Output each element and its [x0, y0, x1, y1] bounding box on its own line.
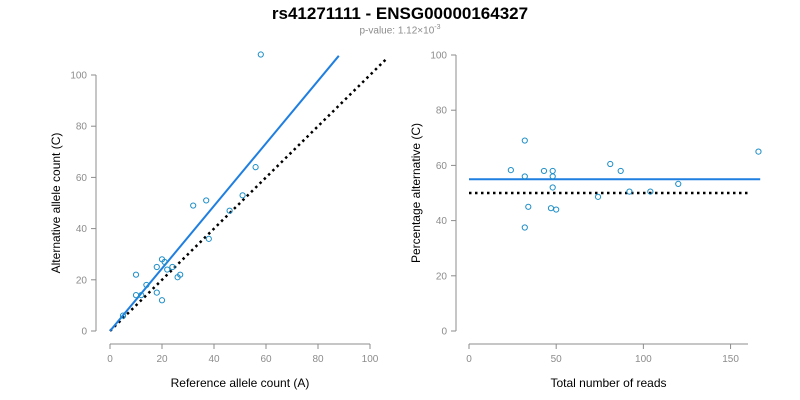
- plot2-y-tick-label: 100: [430, 51, 447, 62]
- plot1-x-tick-label: 80: [312, 354, 324, 365]
- plot2-data-point: [617, 167, 624, 175]
- plot2-y-tick-label: 20: [436, 271, 448, 282]
- p-value-exponent: -3: [434, 24, 441, 31]
- plot1-data-point: [153, 289, 160, 296]
- plot1-data-point: [257, 51, 264, 58]
- plot1-fit-line: [109, 55, 340, 332]
- plot2-data-point: [626, 188, 633, 195]
- plot1-y-tick-label: 40: [76, 224, 88, 235]
- chart-subtitle: p-value: 1.12×10-3: [0, 24, 800, 36]
- plot2-data-point: [755, 148, 762, 155]
- plot1-data-point: [143, 281, 150, 289]
- plot2-data-point: [675, 180, 682, 187]
- plot1-data-point: [153, 263, 160, 271]
- plot2-data-point: [547, 205, 555, 212]
- plot2-data-point: [594, 193, 602, 200]
- plot2-x-tick-label: 100: [635, 354, 652, 365]
- plot1-reference-line: [109, 58, 387, 332]
- plot1-data-point: [158, 297, 166, 304]
- plot1-data-point: [252, 164, 259, 171]
- plot2-data-point: [521, 173, 528, 180]
- plot1-data-point: [169, 263, 176, 271]
- plot1-data-point: [164, 266, 171, 273]
- plot1-data-point: [161, 258, 168, 265]
- plot2-x-tick-label: 0: [466, 354, 472, 365]
- plot2-data-point: [521, 224, 528, 231]
- plot2-data-point: [647, 188, 654, 195]
- chart-title: rs41271111 - ENSG00000164327: [271, 4, 529, 23]
- plot1-data-point: [177, 271, 184, 278]
- p-value-text: p-value: 1.12×10: [359, 25, 435, 37]
- plot2-y-tick-label: 60: [436, 161, 448, 172]
- plot1-data-point: [239, 192, 246, 199]
- plot2-data-point: [521, 137, 528, 144]
- plot1-data-point: [132, 271, 140, 278]
- plot2-data-point: [607, 160, 614, 168]
- plot1-x-tick-label: 60: [260, 354, 272, 365]
- plot1-y-tick-label: 80: [76, 122, 88, 133]
- plot2-data-point: [525, 203, 532, 210]
- plot1-data-point: [132, 292, 140, 299]
- plot2-y-tick-label: 0: [441, 327, 447, 338]
- plot1-y-tick-label: 100: [70, 71, 87, 82]
- plot1-y-tick-label: 20: [76, 275, 88, 286]
- plot2-data-point: [507, 166, 514, 174]
- plot1-data-point: [119, 312, 127, 319]
- plot1-y-axis-label: Alternative allele count (C): [49, 133, 63, 274]
- plot2-data-point: [553, 206, 560, 213]
- plot1-data-point: [203, 197, 210, 204]
- plot1-x-axis-label: Reference allele count (A): [171, 376, 310, 390]
- plot1-y-tick-label: 0: [81, 327, 87, 338]
- plot1-x-tick-label: 0: [107, 354, 113, 365]
- plot2-x-tick-label: 150: [722, 354, 739, 365]
- plot1-y-tick-label: 60: [76, 173, 88, 184]
- plot1-x-tick-label: 100: [362, 354, 379, 365]
- plot1-x-tick-label: 40: [208, 354, 220, 365]
- plot1-data-point: [226, 207, 233, 214]
- plot2-x-axis-label: Total number of reads: [550, 376, 666, 390]
- plot2-data-point: [540, 167, 548, 175]
- plot2-data-point: [549, 184, 556, 191]
- plot2-y-tick-label: 80: [436, 106, 448, 117]
- plot2-x-tick-label: 50: [551, 354, 563, 365]
- plot1-data-point: [205, 235, 212, 242]
- plot2-data-point: [549, 167, 556, 175]
- plot1-x-tick-label: 20: [156, 354, 168, 365]
- plot2-y-axis-label: Percentage alternative (C): [409, 123, 423, 263]
- plot1-data-point: [190, 202, 197, 209]
- plot1-data-point: [138, 292, 145, 299]
- plot2-y-tick-label: 40: [436, 216, 448, 227]
